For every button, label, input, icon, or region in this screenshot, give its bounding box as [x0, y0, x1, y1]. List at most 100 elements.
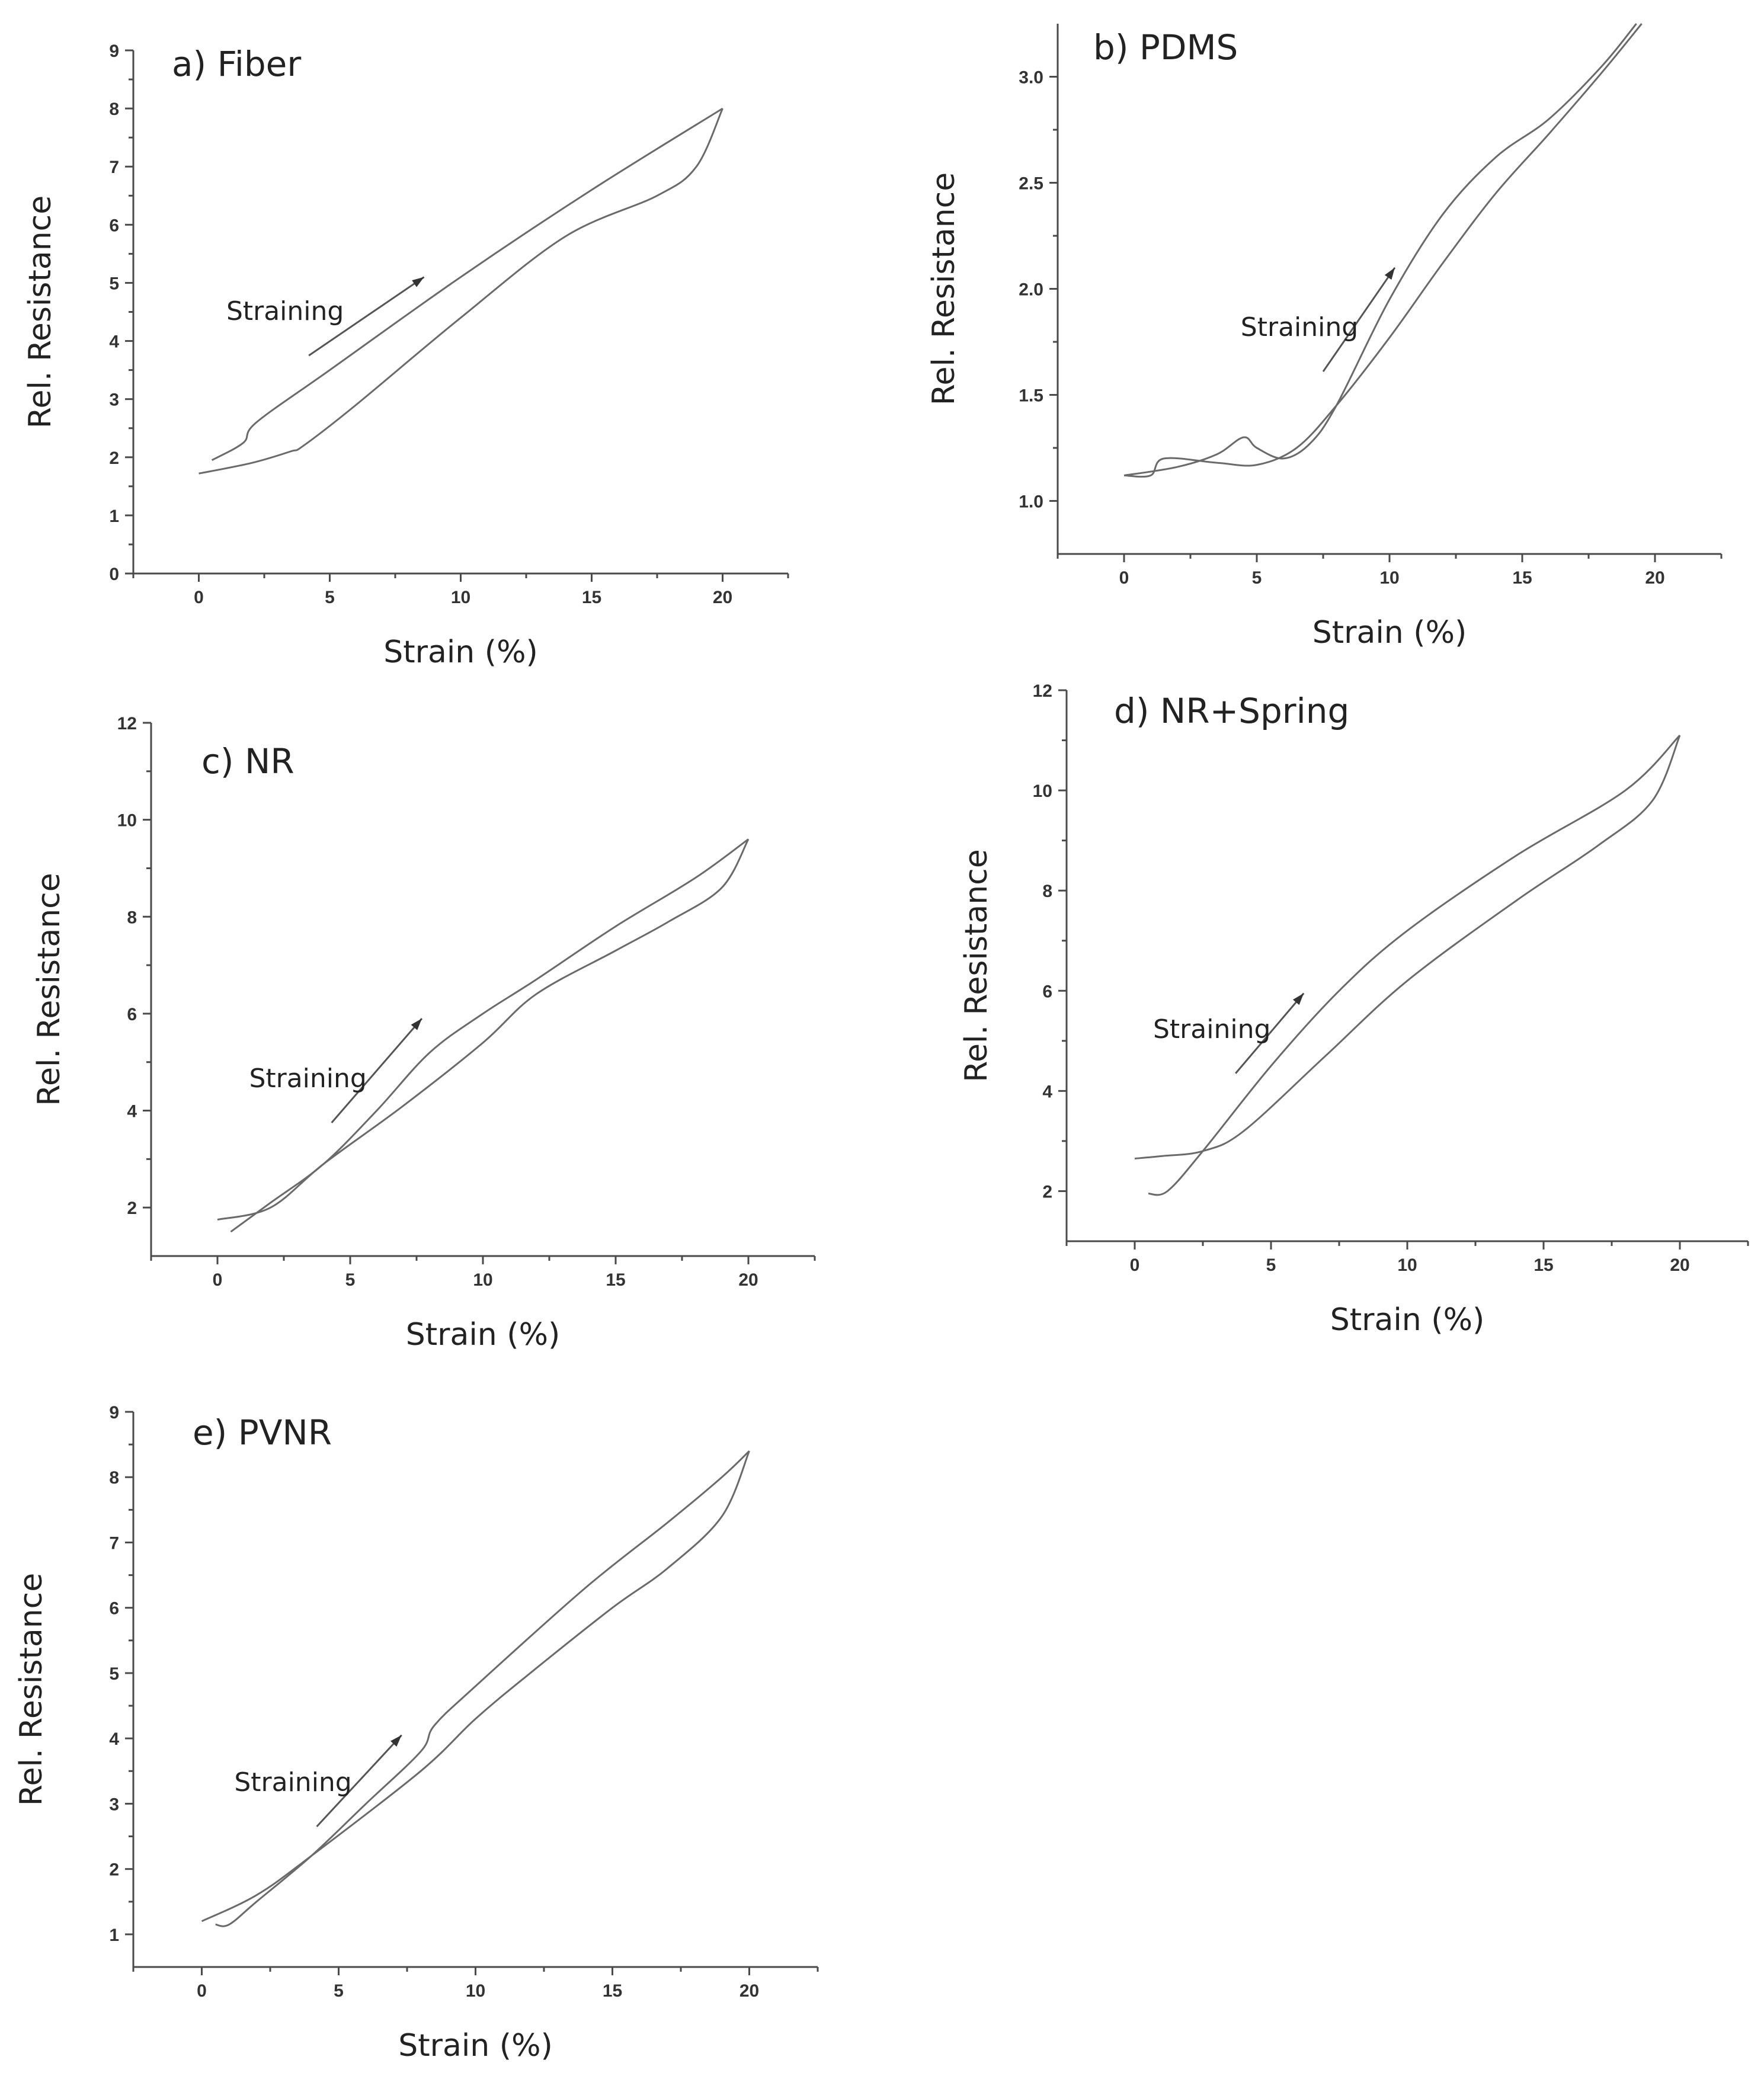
y-tick-label: 8 — [127, 908, 137, 927]
chart-panel-3: 0 5 10 15 20 2 4 6 8 10 12 Strain (%) Rel. Resistanc… — [31, 714, 816, 1353]
y-tick-label: 8 — [1042, 882, 1052, 901]
x-tick-label: 20 — [738, 1270, 758, 1290]
x-tick-label: 15 — [582, 588, 601, 607]
y-tick-label: 1 — [109, 1926, 119, 1945]
x-tick-label: 5 — [1252, 568, 1262, 588]
x-axis-title: Strain (%) — [1312, 615, 1467, 651]
x-tick-label: 5 — [325, 588, 335, 607]
x-tick-label: 20 — [739, 1981, 759, 2001]
series-line-loading — [1123, 23, 1643, 478]
panel-title: e) PVNR — [193, 1412, 332, 1453]
series-line-loading — [211, 107, 723, 462]
x-axis-title: Strain (%) — [1330, 1302, 1485, 1338]
straining-arrow-head — [411, 1018, 422, 1030]
x-tick-label: 0 — [1119, 568, 1129, 588]
y-tick-label: 8 — [109, 1468, 119, 1488]
straining-arrow — [308, 276, 425, 357]
y-tick-label: 1 — [109, 507, 119, 526]
y-tick-label: 4 — [127, 1102, 137, 1122]
y-axis-title: Rel. Resistance — [926, 172, 962, 406]
straining-arrow — [1235, 992, 1305, 1074]
x-tick-label: 5 — [345, 1270, 356, 1290]
x-tick-label: 15 — [603, 1981, 622, 2001]
y-tick-label: 12 — [117, 714, 137, 733]
series-line-unloading — [217, 838, 750, 1221]
straining-arrow-head — [1292, 993, 1304, 1005]
chart-panel-1: 0 5 10 15 20 0 1 2 3 4 5 6 7 8 9 Strain (%) Rel. Resista… — [23, 41, 789, 670]
y-tick-label: 8 — [109, 100, 119, 119]
series-line-loading — [1148, 735, 1681, 1196]
x-tick-label: 10 — [466, 1981, 485, 2001]
y-tick-label: 6 — [1042, 982, 1052, 1001]
y-tick-label: 3.0 — [1019, 68, 1043, 88]
y-tick-label: 2 — [127, 1199, 137, 1218]
y-tick-label: 2.5 — [1019, 174, 1043, 194]
panel-title: b) PDMS — [1093, 27, 1238, 68]
x-tick-label: 10 — [473, 1270, 492, 1290]
y-tick-label: 0 — [109, 565, 119, 584]
panel-title: c) NR — [201, 741, 294, 781]
straining-arrow-head — [1384, 267, 1395, 280]
y-tick-label: 10 — [117, 811, 137, 831]
y-tick-label: 7 — [109, 158, 119, 177]
x-tick-label: 0 — [213, 1270, 223, 1290]
x-tick-label: 15 — [1534, 1255, 1553, 1275]
series-line-unloading — [1134, 735, 1681, 1159]
chart-panel-4: 0 5 10 15 20 2 4 6 8 10 12 Strain (%) Rel. Resistanc… — [959, 681, 1749, 1338]
chart-panel-2: 0 5 10 15 20 1.0 1.5 2.0 2.5 3.0 Strain (%) Rel. Re… — [926, 23, 1723, 651]
straining-annotation: Straining — [1153, 1014, 1270, 1045]
y-tick-label: 10 — [1033, 781, 1052, 801]
y-tick-label: 2 — [1042, 1182, 1052, 1202]
x-axis-title: Strain (%) — [398, 2028, 553, 2064]
x-tick-label: 0 — [194, 588, 204, 607]
straining-arrow — [316, 1734, 402, 1828]
y-tick-label: 2 — [109, 448, 119, 468]
x-tick-label: 20 — [1670, 1255, 1689, 1275]
x-tick-label: 15 — [606, 1270, 625, 1290]
straining-arrow — [331, 1018, 423, 1123]
x-tick-label: 0 — [1130, 1255, 1140, 1275]
x-tick-label: 10 — [1397, 1255, 1417, 1275]
y-tick-label: 2 — [109, 1860, 119, 1880]
series-line-unloading — [201, 1450, 750, 1923]
y-tick-label: 7 — [109, 1533, 119, 1553]
panel-title: a) Fiber — [172, 44, 301, 84]
x-tick-label: 15 — [1512, 568, 1532, 588]
x-tick-label: 5 — [1266, 1255, 1276, 1275]
x-tick-label: 10 — [1379, 568, 1399, 588]
straining-annotation: Straining — [226, 296, 344, 326]
x-tick-label: 5 — [334, 1981, 344, 2001]
y-tick-label: 9 — [109, 41, 119, 61]
x-axis-title: Strain (%) — [383, 635, 538, 670]
y-tick-label: 4 — [1042, 1082, 1052, 1101]
straining-arrow-head — [390, 1735, 402, 1747]
x-tick-label: 10 — [451, 588, 470, 607]
straining-annotation: Straining — [234, 1767, 351, 1798]
y-tick-label: 6 — [109, 1599, 119, 1619]
chart-panel-5: 0 5 10 15 20 1 2 3 4 5 6 7 8 9 Strain (%) Rel. Resistan… — [14, 1403, 819, 2064]
x-tick-label: 0 — [197, 1981, 207, 2001]
y-tick-label: 12 — [1033, 681, 1052, 701]
x-axis-title: Strain (%) — [406, 1317, 561, 1353]
y-axis-title: Rel. Resistance — [14, 1573, 49, 1806]
series-line-loading — [230, 838, 749, 1233]
y-tick-label: 4 — [109, 1729, 119, 1749]
y-tick-label: 6 — [109, 216, 119, 235]
straining-arrow-head — [412, 277, 424, 287]
y-axis-title: Rel. Resistance — [23, 196, 58, 429]
series-line-loading — [215, 1450, 750, 1927]
y-tick-label: 4 — [109, 332, 119, 352]
y-tick-label: 9 — [109, 1403, 119, 1423]
x-tick-label: 20 — [1645, 568, 1664, 588]
series-line-unloading — [199, 108, 723, 475]
y-tick-label: 6 — [127, 1005, 137, 1024]
y-axis-title: Rel. Resistance — [31, 873, 67, 1106]
y-tick-label: 3 — [109, 1795, 119, 1814]
y-tick-label: 1.0 — [1019, 492, 1043, 512]
y-tick-label: 1.5 — [1019, 386, 1043, 406]
straining-annotation: Straining — [249, 1063, 366, 1094]
x-tick-label: 20 — [713, 588, 732, 607]
y-tick-label: 2.0 — [1019, 280, 1043, 300]
y-tick-label: 3 — [109, 390, 119, 410]
